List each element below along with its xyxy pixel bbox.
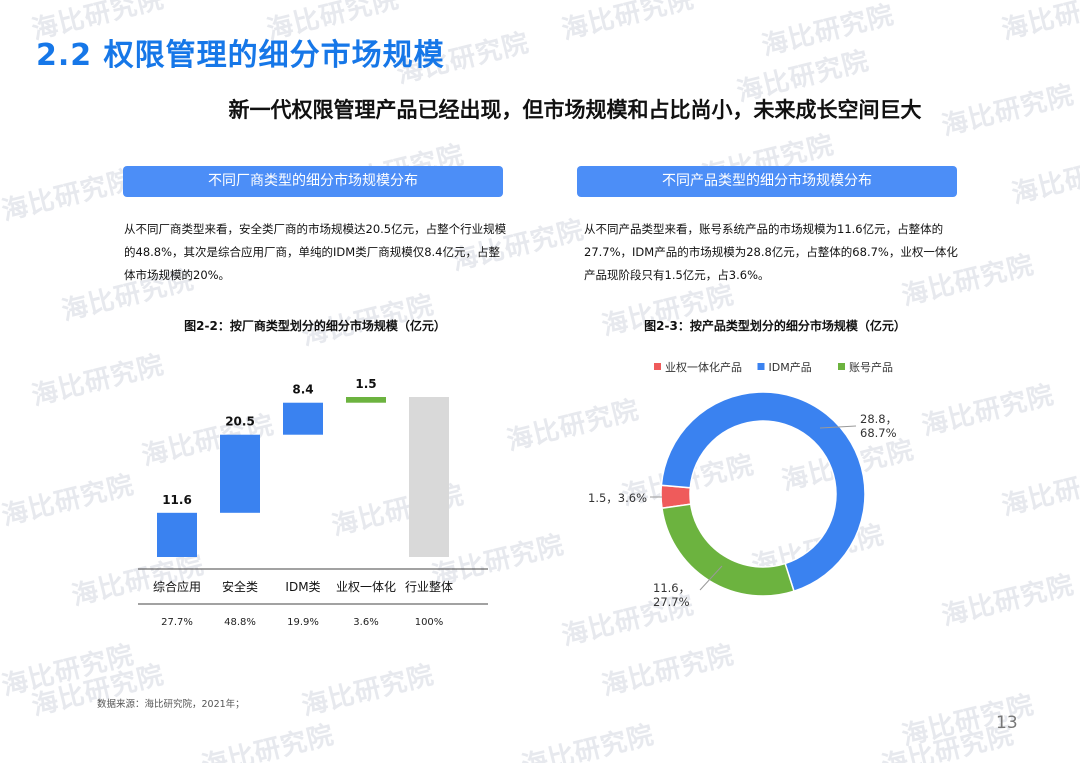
data-source-note: 数据来源：海比研究院，2021年； — [97, 699, 245, 710]
legend-label: IDM产品 — [769, 360, 812, 374]
left-section-header: 不同厂商类型的细分市场规模分布 — [123, 166, 503, 197]
category-tick-label: IDM类 — [285, 580, 320, 594]
page-number: 13 — [996, 713, 1018, 733]
right-section-header: 不同产品类型的细分市场规模分布 — [577, 166, 957, 197]
page-subtitle: 新一代权限管理产品已经出现，但市场规模和占比尚小，未来成长空间巨大 — [228, 98, 922, 122]
bar-安全类 — [220, 434, 260, 513]
legend-item: 业权一体化产品 — [654, 360, 742, 374]
legend-swatch — [654, 363, 661, 370]
donut-slice-IDM产品 — [660, 391, 866, 593]
bar-IDM类 — [283, 402, 323, 435]
bar-data-label: 20.5 — [225, 415, 255, 429]
right-section-text: 从不同产品类型来看，账号系统产品的市场规模为11.6亿元，占整体的27.7%，I… — [584, 222, 958, 282]
category-tick-label: 安全类 — [222, 579, 258, 594]
legend-label: 账号产品 — [849, 360, 893, 374]
donut-slice-账号产品 — [661, 503, 795, 597]
category-tick-label: 行业整体 — [405, 579, 453, 594]
bar-行业整体 — [409, 397, 449, 557]
slice-leader-line — [699, 565, 723, 591]
bar-data-label: 1.5 — [355, 377, 376, 391]
legend-swatch — [757, 363, 765, 370]
slice-data-label: 1.5，3.6% — [588, 491, 647, 505]
share-label: 3.6% — [353, 617, 378, 628]
category-tick-label: 综合应用 — [153, 579, 201, 594]
legend-item: 账号产品 — [838, 360, 893, 374]
legend-swatch — [838, 363, 845, 370]
slice-data-label: 11.6， 27.7% — [653, 581, 690, 609]
left-section-text: 从不同厂商类型来看，安全类厂商的市场规模达20.5亿元，占整个行业规模的48.8… — [124, 222, 507, 282]
share-label: 100% — [415, 617, 444, 628]
bar-业权一体化 — [346, 397, 386, 403]
bar-data-label: 11.6 — [162, 493, 192, 507]
share-label: 48.8% — [224, 617, 256, 628]
donut-chart-title: 图2-3：按产品类型划分的细分市场规模（亿元） — [644, 319, 906, 333]
legend-item: IDM产品 — [757, 360, 812, 374]
page-title: 2.2 权限管理的细分市场规模 — [36, 38, 445, 73]
category-tick-label: 业权一体化 — [336, 580, 396, 594]
share-label: 19.9% — [287, 617, 319, 628]
bar-综合应用 — [157, 512, 197, 557]
bar-chart-title: 图2-2：按厂商类型划分的细分市场规模（亿元） — [184, 319, 446, 333]
slice-leader-line — [819, 425, 857, 429]
slice-data-label: 28.8， 68.7% — [860, 412, 897, 440]
legend-label: 业权一体化产品 — [665, 360, 742, 374]
share-label: 27.7% — [161, 617, 193, 628]
bar-data-label: 8.4 — [292, 383, 313, 397]
